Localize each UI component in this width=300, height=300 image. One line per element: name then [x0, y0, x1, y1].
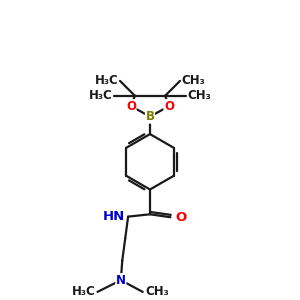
Text: B: B [146, 110, 154, 123]
Text: CH₃: CH₃ [145, 285, 169, 298]
Text: H₃C: H₃C [71, 285, 95, 298]
Text: HN: HN [103, 210, 125, 223]
Text: CH₃: CH₃ [188, 89, 212, 102]
Text: H₃C: H₃C [88, 89, 112, 102]
Text: N: N [116, 274, 126, 287]
Text: O: O [164, 100, 174, 113]
Text: O: O [126, 100, 136, 113]
Text: O: O [176, 211, 187, 224]
Text: CH₃: CH₃ [182, 74, 205, 87]
Text: H₃C: H₃C [95, 74, 118, 87]
